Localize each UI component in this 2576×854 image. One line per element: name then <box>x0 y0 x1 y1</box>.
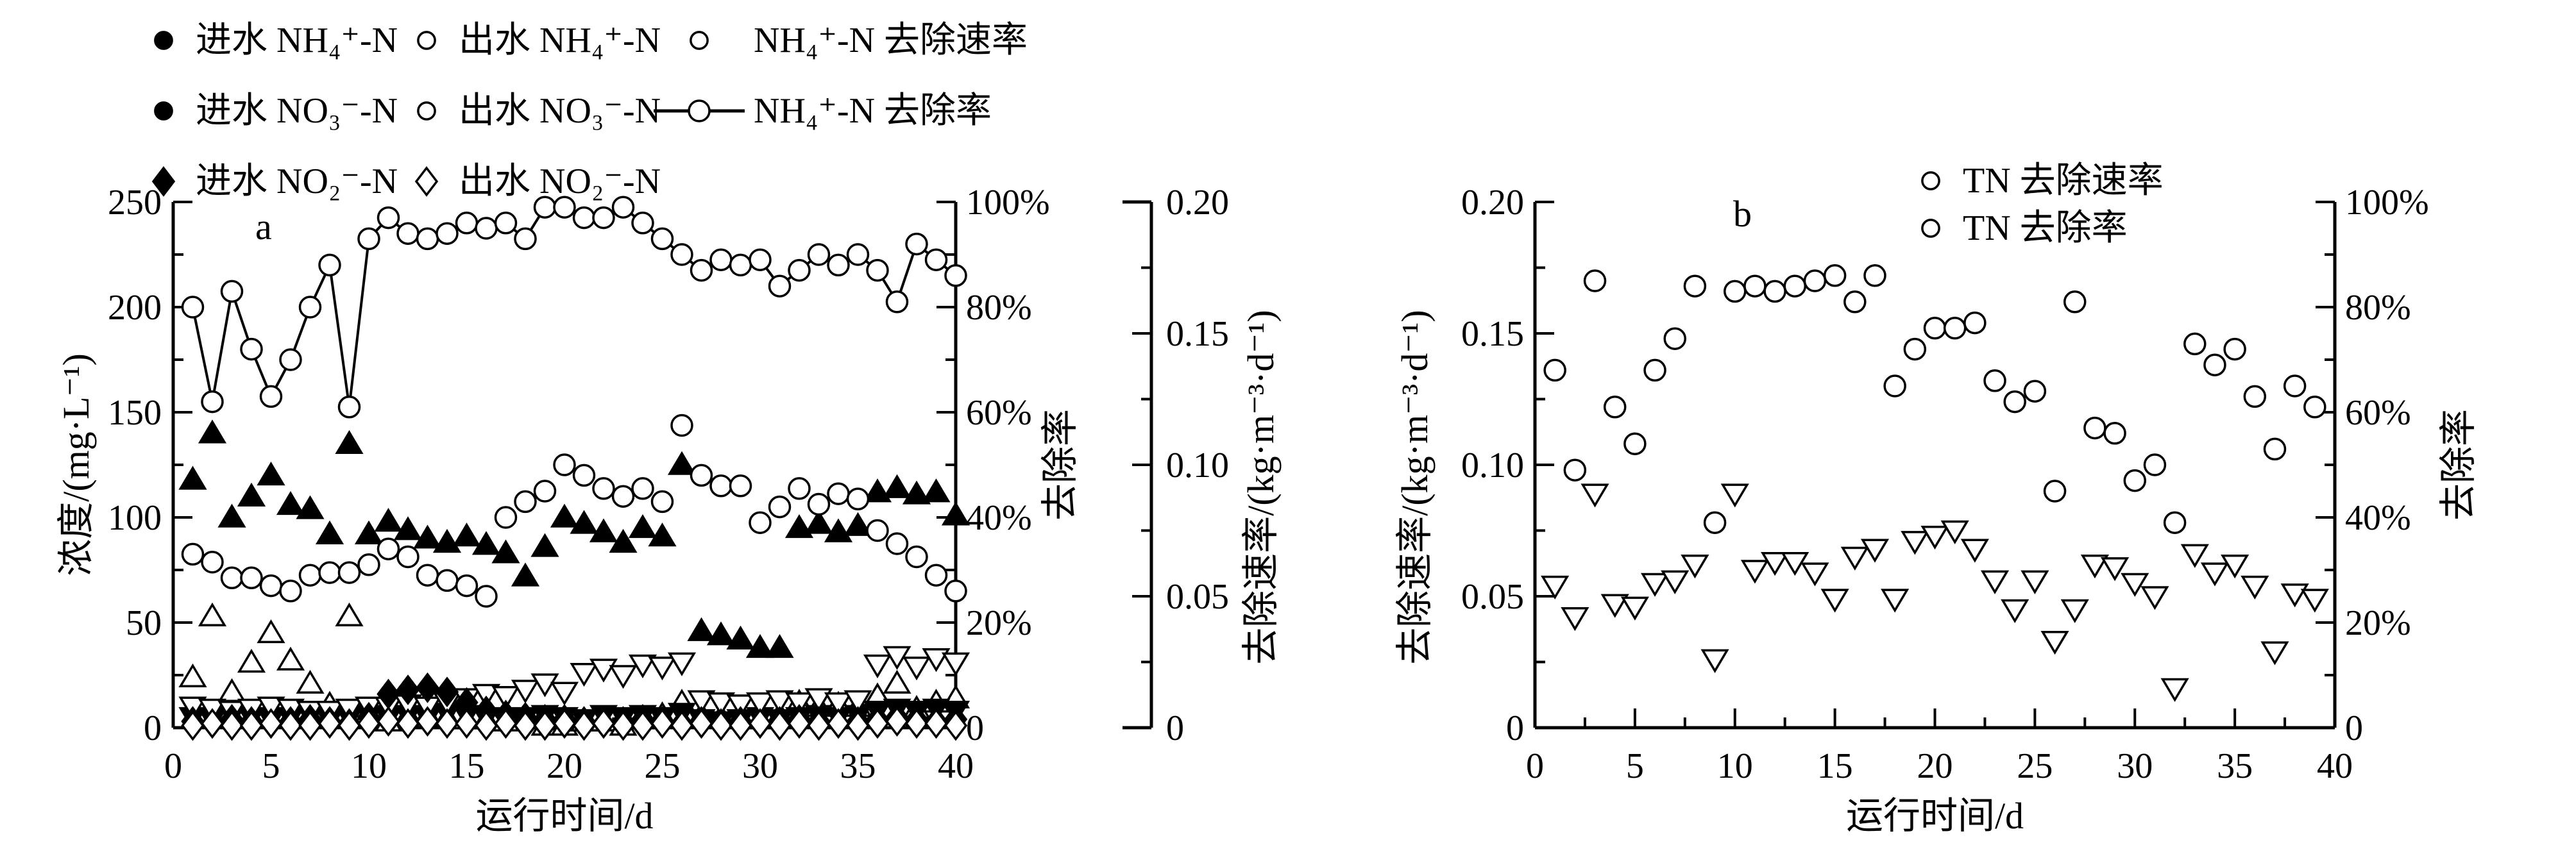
legend-label: NH₄⁺-N 去除速率 <box>754 21 1028 60</box>
legend-label: 进水 NO₃⁻-N <box>196 91 398 131</box>
svg-text:60%: 60% <box>2345 393 2411 433</box>
svg-text:150: 150 <box>108 393 162 433</box>
legend-label: 出水 NO₂⁻-N <box>459 162 661 201</box>
panel-b-label: b <box>1733 193 1752 235</box>
svg-text:25: 25 <box>645 746 681 786</box>
svg-text:5: 5 <box>1626 746 1644 786</box>
panel-b-plot: 0 0.05 0.10 0.15 0.20 0 20% 40% 60% 80% 100% 0 5 10 15… <box>1394 183 2479 837</box>
svg-text:0: 0 <box>966 708 984 748</box>
svg-text:40: 40 <box>2317 746 2353 786</box>
svg-text:0: 0 <box>144 708 162 748</box>
svg-text:20: 20 <box>1917 746 1953 786</box>
svg-text:100%: 100% <box>2345 183 2429 222</box>
svg-text:25: 25 <box>2017 746 2053 786</box>
svg-text:30: 30 <box>2117 746 2153 786</box>
svg-text:15: 15 <box>1817 746 1853 786</box>
svg-text:0.05: 0.05 <box>1166 577 1229 617</box>
svg-text:去除速率/(kg·m⁻³·d⁻¹): 去除速率/(kg·m⁻³·d⁻¹) <box>1240 310 1282 665</box>
svg-text:0: 0 <box>1166 708 1184 748</box>
legend-label: 进水 NH₄⁺-N <box>196 21 398 60</box>
panel-b-legend: TN 去除速率 TN 去除率 <box>1911 157 2164 252</box>
svg-text:250: 250 <box>108 183 162 222</box>
triangle-up-filled-icon <box>154 31 173 50</box>
svg-text:0.05: 0.05 <box>1461 577 1524 617</box>
svg-text:0: 0 <box>164 746 182 786</box>
svg-text:0: 0 <box>1526 746 1544 786</box>
svg-text:去除速率/(kg·m⁻³·d⁻¹): 去除速率/(kg·m⁻³·d⁻¹) <box>1394 310 1436 665</box>
diamond-open-icon <box>414 166 439 197</box>
svg-text:20%: 20% <box>2345 603 2411 643</box>
legend-label: NH₄⁺-N 去除率 <box>754 91 992 131</box>
svg-text:10: 10 <box>1717 746 1753 786</box>
svg-text:60%: 60% <box>966 393 1032 433</box>
svg-text:40: 40 <box>938 746 974 786</box>
svg-text:运行时间/d: 运行时间/d <box>1846 795 2024 837</box>
svg-text:运行时间/d: 运行时间/d <box>475 795 653 837</box>
svg-text:0.20: 0.20 <box>1461 183 1524 222</box>
svg-text:100: 100 <box>108 498 162 538</box>
legend-item: 进水 NO₂⁻-N <box>144 161 407 202</box>
svg-text:35: 35 <box>2217 746 2253 786</box>
svg-text:35: 35 <box>840 746 876 786</box>
svg-text:5: 5 <box>262 746 280 786</box>
svg-text:30: 30 <box>742 746 778 786</box>
legend-label: 出水 NO₃⁻-N <box>459 91 661 131</box>
svg-text:0.10: 0.10 <box>1461 446 1524 485</box>
svg-text:80%: 80% <box>2345 288 2411 328</box>
legend-item: 进水 NO₃⁻-N <box>144 90 407 131</box>
legend-label: TN 去除速率 <box>1963 161 2164 201</box>
legend-label: 出水 NH₄⁺-N <box>459 21 661 60</box>
svg-text:0.15: 0.15 <box>1166 314 1229 354</box>
svg-text:15: 15 <box>449 746 485 786</box>
svg-text:0.20: 0.20 <box>1166 183 1229 222</box>
legend-label: TN 去除率 <box>1963 208 2128 248</box>
diamond-filled-icon <box>151 166 176 197</box>
svg-text:0: 0 <box>2345 708 2363 748</box>
svg-text:50: 50 <box>126 603 162 643</box>
svg-text:80%: 80% <box>966 288 1032 328</box>
svg-text:0.15: 0.15 <box>1461 314 1524 354</box>
triangle-up-open-icon <box>417 31 436 50</box>
svg-text:40%: 40% <box>966 498 1032 538</box>
legend-item: NH₄⁺-N 去除率 <box>651 90 1028 131</box>
svg-text:20: 20 <box>547 746 582 786</box>
legend-item: 出水 NO₃⁻-N <box>407 90 661 131</box>
legend-item: NH₄⁺-N 去除速率 <box>651 20 1028 61</box>
circle-open-icon <box>1921 219 1940 238</box>
legend-item: 出水 NO₂⁻-N <box>407 161 661 202</box>
line-circle-icon <box>654 99 745 122</box>
svg-text:100%: 100% <box>966 183 1050 222</box>
svg-text:去除率: 去除率 <box>1039 409 1081 521</box>
svg-text:10: 10 <box>351 746 387 786</box>
panel-a-label: a <box>255 206 272 247</box>
triangle-down-filled-icon <box>154 101 173 121</box>
triangle-down-open-icon <box>417 101 436 121</box>
legend-item: 进水 NH₄⁺-N <box>144 20 407 61</box>
triangle-down-open-icon <box>1921 171 1940 190</box>
panel-a-legend: 进水 NH₄⁺-N 出水 NH₄⁺-N NH₄⁺-N 去除速率进水 NO₃⁻-N 出水… <box>144 5 1028 217</box>
svg-text:0: 0 <box>1506 708 1524 748</box>
svg-text:浓度/(mg·L⁻¹): 浓度/(mg·L⁻¹) <box>55 353 97 576</box>
legend-item: 出水 NH₄⁺-N <box>407 20 661 61</box>
svg-text:200: 200 <box>108 288 162 328</box>
svg-text:40%: 40% <box>2345 498 2411 538</box>
svg-text:0.10: 0.10 <box>1166 446 1229 485</box>
legend-item: TN 去除速率 <box>1911 160 2164 201</box>
panel-a-plot: 050100150200250020%40%60%80%100%00.050.1… <box>55 183 1282 837</box>
legend-label: 进水 NO₂⁻-N <box>196 162 398 201</box>
svg-text:去除率: 去除率 <box>2437 409 2479 521</box>
legend-item: TN 去除率 <box>1911 208 2164 249</box>
svg-text:20%: 20% <box>966 603 1032 643</box>
circle-open-icon <box>690 31 709 50</box>
